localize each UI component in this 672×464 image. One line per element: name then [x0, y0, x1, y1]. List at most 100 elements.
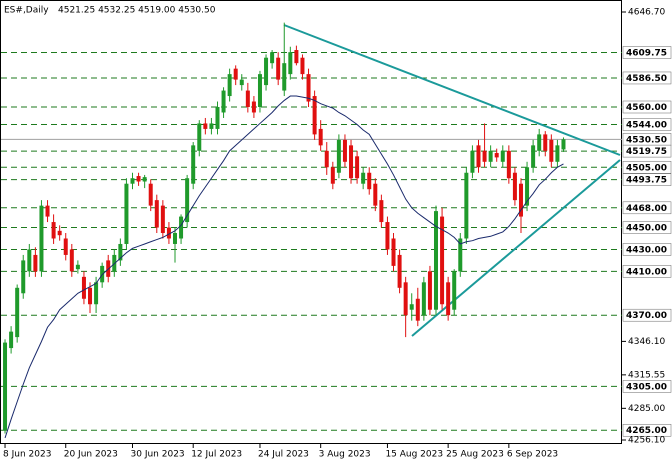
candle-body — [512, 172, 517, 201]
candle-body — [531, 145, 536, 168]
candle-body — [45, 205, 50, 217]
y-tick-label: 4315.55 — [628, 370, 665, 380]
candle-body — [63, 238, 68, 255]
level-label-box — [622, 46, 672, 59]
level-label: 4468.00 — [626, 204, 667, 214]
level-label-box — [622, 221, 672, 234]
level-label: 4519.75 — [626, 147, 667, 157]
candle-body — [537, 134, 542, 151]
candle-body — [409, 304, 414, 310]
candle-body — [342, 139, 347, 162]
candle-body — [154, 200, 159, 228]
candle-body — [39, 205, 44, 272]
candle-body — [385, 222, 390, 250]
y-tick-label: 4256.10 — [628, 436, 665, 446]
level-label-box — [622, 144, 672, 158]
candles — [3, 22, 566, 439]
candle-body — [3, 342, 8, 431]
candle-body — [142, 177, 147, 182]
candle-body — [57, 230, 62, 236]
candle-body — [355, 156, 360, 179]
candle-body — [312, 96, 317, 135]
candle-body — [446, 282, 451, 316]
candle-body — [403, 282, 408, 316]
candle-body — [9, 331, 14, 349]
candle-body — [288, 52, 293, 75]
candle-body — [75, 264, 80, 270]
candle-body — [549, 139, 554, 162]
candle-body — [172, 233, 177, 244]
candle-body — [21, 260, 26, 294]
candle-body — [391, 238, 396, 266]
candle-body — [15, 287, 20, 338]
candle-body — [209, 123, 214, 129]
candle-body — [51, 222, 56, 239]
candle-body — [81, 276, 86, 299]
x-tick-label: 24 Jul 2023 — [258, 450, 309, 460]
candle-body — [257, 74, 262, 108]
candle-body — [27, 249, 32, 272]
level-label-box — [622, 100, 672, 114]
candle-body — [500, 150, 505, 162]
candle-body — [294, 50, 299, 64]
candle-body — [494, 153, 499, 158]
y-tick-label: 4646.70 — [628, 8, 665, 18]
level-label-box — [622, 308, 672, 322]
level-label-box — [622, 71, 672, 85]
candle-body — [427, 271, 432, 310]
y-tick-label: 4285.00 — [628, 404, 665, 414]
level-label: 4370.00 — [626, 311, 667, 321]
level-label: 4544.00 — [626, 121, 667, 131]
candle-body — [488, 150, 493, 162]
candle-body — [136, 176, 141, 182]
candle-body — [434, 211, 439, 310]
x-tick-label: 25 Aug 2023 — [446, 450, 504, 460]
candle-body — [203, 123, 208, 129]
level-label-box — [622, 265, 672, 278]
moving-average — [4, 95, 564, 439]
x-tick-label: 20 Jun 2023 — [64, 450, 118, 460]
candle-body — [33, 254, 38, 272]
candle-body — [166, 227, 171, 239]
candle-body — [525, 167, 530, 206]
x-tick-label: 15 Aug 2023 — [385, 450, 443, 460]
candle-body — [69, 249, 74, 272]
candle-body — [130, 178, 135, 184]
level-label-box — [622, 423, 672, 437]
y-tick-label: 4346.10 — [628, 337, 665, 347]
candle-body — [318, 128, 323, 146]
candle-body — [88, 287, 93, 305]
candle-body — [185, 178, 190, 223]
candle-body — [476, 145, 481, 168]
candle-body — [276, 57, 281, 80]
candle-body — [264, 57, 269, 86]
level-label: 4560.00 — [626, 103, 667, 113]
candle-body — [555, 145, 560, 162]
candle-body — [282, 63, 287, 91]
candle-body — [306, 74, 311, 102]
level-label-box — [622, 380, 672, 393]
x-tick-label: 6 Sep 2023 — [507, 450, 558, 460]
candle-body — [221, 90, 226, 113]
level-label-box — [622, 161, 672, 174]
candle-body — [239, 79, 244, 86]
header-ohlc: 4521.25 4532.25 4519.00 4530.50 — [58, 6, 216, 16]
candle-body — [421, 282, 426, 316]
level-label: 4609.75 — [626, 48, 667, 58]
candle-body — [464, 172, 469, 239]
candle-body — [124, 183, 129, 244]
candle-body — [251, 101, 256, 113]
candle-body — [160, 205, 165, 234]
level-label-box — [622, 173, 672, 186]
candle-body — [179, 216, 184, 239]
candle-body — [470, 150, 475, 173]
candle-body — [245, 90, 250, 108]
candle-body — [543, 134, 548, 151]
level-label: 4410.00 — [626, 267, 667, 277]
candle-body — [518, 183, 523, 217]
candle-body — [482, 150, 487, 162]
level-label-box — [622, 201, 672, 215]
candle-body — [415, 298, 420, 321]
candle-body — [440, 216, 445, 305]
